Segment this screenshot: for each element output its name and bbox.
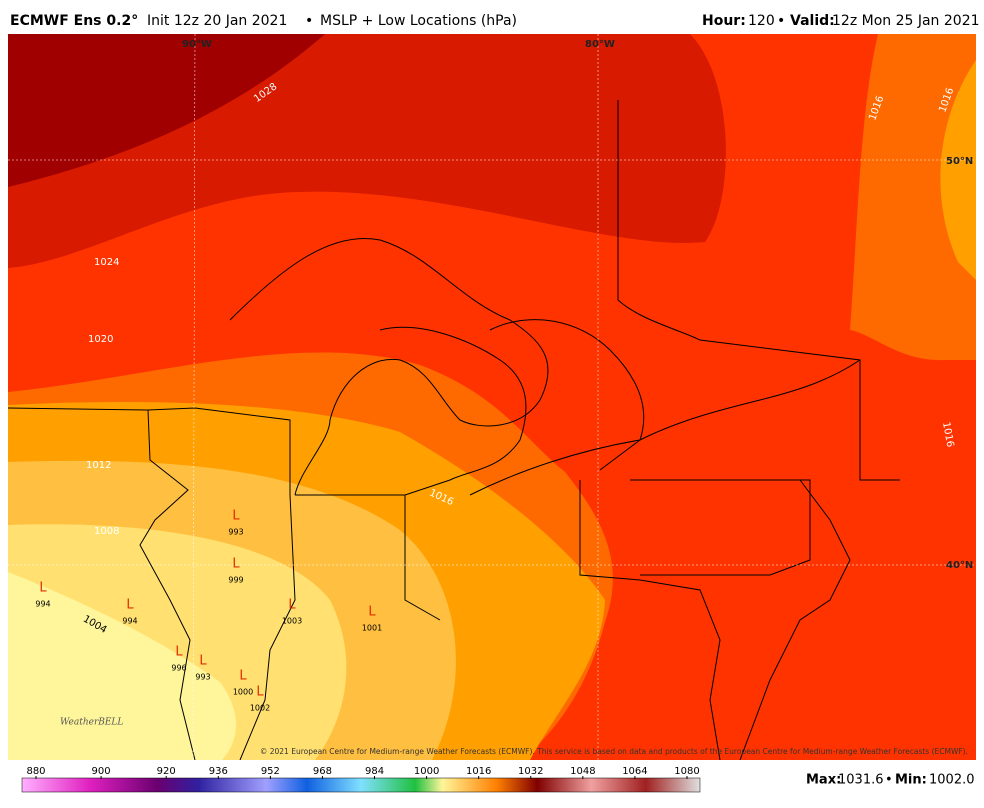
min: 1002.0: [929, 773, 975, 788]
low-value: 996: [171, 664, 186, 673]
band: [8, 572, 236, 760]
low-value: 993: [228, 528, 243, 537]
separator: •: [885, 773, 893, 788]
grid-label: 40°N: [946, 560, 973, 571]
model: ECMWF Ens 0.2°: [10, 13, 138, 29]
band: [940, 60, 976, 280]
hour-label: Hour:: [702, 13, 746, 29]
low-symbol: L: [39, 581, 47, 596]
colorbar: [21, 777, 701, 793]
low-symbol: L: [199, 654, 207, 669]
contour-label: 1016: [940, 421, 955, 448]
contour-label: 1012: [86, 460, 111, 471]
credit: © 2021 European Centre for Medium-range …: [260, 747, 968, 756]
low-symbol: L: [175, 645, 183, 660]
contour-label: 1008: [94, 526, 119, 537]
low-value: 1003: [282, 617, 302, 626]
low-value: 994: [35, 600, 50, 609]
band: [8, 34, 325, 187]
colorbar-label: 1048: [570, 766, 595, 777]
low-value: 999: [228, 576, 243, 585]
valid-label: Valid:: [790, 13, 835, 29]
separator: •: [305, 13, 313, 29]
low-value: 1001: [362, 624, 382, 633]
contour-label: 1020: [88, 334, 113, 345]
low-symbol: L: [288, 598, 296, 613]
low-symbol: L: [368, 605, 376, 620]
low-symbol: L: [126, 598, 134, 613]
colorbar-label: 1016: [466, 766, 491, 777]
hour: 120: [748, 13, 775, 29]
init: Init 12z 20 Jan 2021: [147, 13, 287, 29]
graticule: [192, 34, 196, 760]
low-symbol: L: [232, 557, 240, 572]
low-value: 994: [122, 617, 137, 626]
low-symbol: L: [232, 509, 240, 524]
colorbar-label: 920: [157, 766, 176, 777]
colorbar-label: 880: [26, 766, 45, 777]
borders: [8, 100, 900, 760]
low-symbol: L: [239, 669, 247, 684]
valid: 12z Mon 25 Jan 2021: [832, 13, 980, 29]
low-value: 1000: [233, 688, 253, 697]
max-label: Max:: [806, 773, 841, 788]
low-symbol: L: [256, 685, 264, 700]
colorbar-label: 1000: [414, 766, 439, 777]
colorbar-label: 1032: [518, 766, 543, 777]
max: 1031.6: [838, 773, 884, 788]
grid-label: 50°N: [946, 156, 973, 167]
colorbar-label: 936: [209, 766, 228, 777]
logo: WeatherBELL: [60, 718, 123, 728]
colorbar-label: 952: [261, 766, 280, 777]
product: MSLP + Low Locations (hPa): [320, 13, 517, 29]
band: [850, 34, 976, 361]
colorbar-ticks: 880 900 920 936 952 968 984 1000 1016 1032 1048 106…: [26, 766, 700, 779]
colorbar-label: 1080: [674, 766, 699, 777]
min-label: Min:: [895, 773, 927, 788]
grid-label: 80°W: [585, 39, 615, 50]
contour-label: 1024: [94, 257, 119, 268]
colorbar-label: 984: [365, 766, 384, 777]
separator: •: [777, 13, 785, 29]
low-value: 993: [195, 673, 210, 682]
colorbar-label: 968: [313, 766, 332, 777]
map: [8, 34, 976, 760]
grid-label: 90°W: [182, 39, 212, 50]
colorbar-label: 1064: [622, 766, 647, 777]
colorbar-label: 900: [92, 766, 111, 777]
low-value: 1002: [250, 704, 270, 713]
